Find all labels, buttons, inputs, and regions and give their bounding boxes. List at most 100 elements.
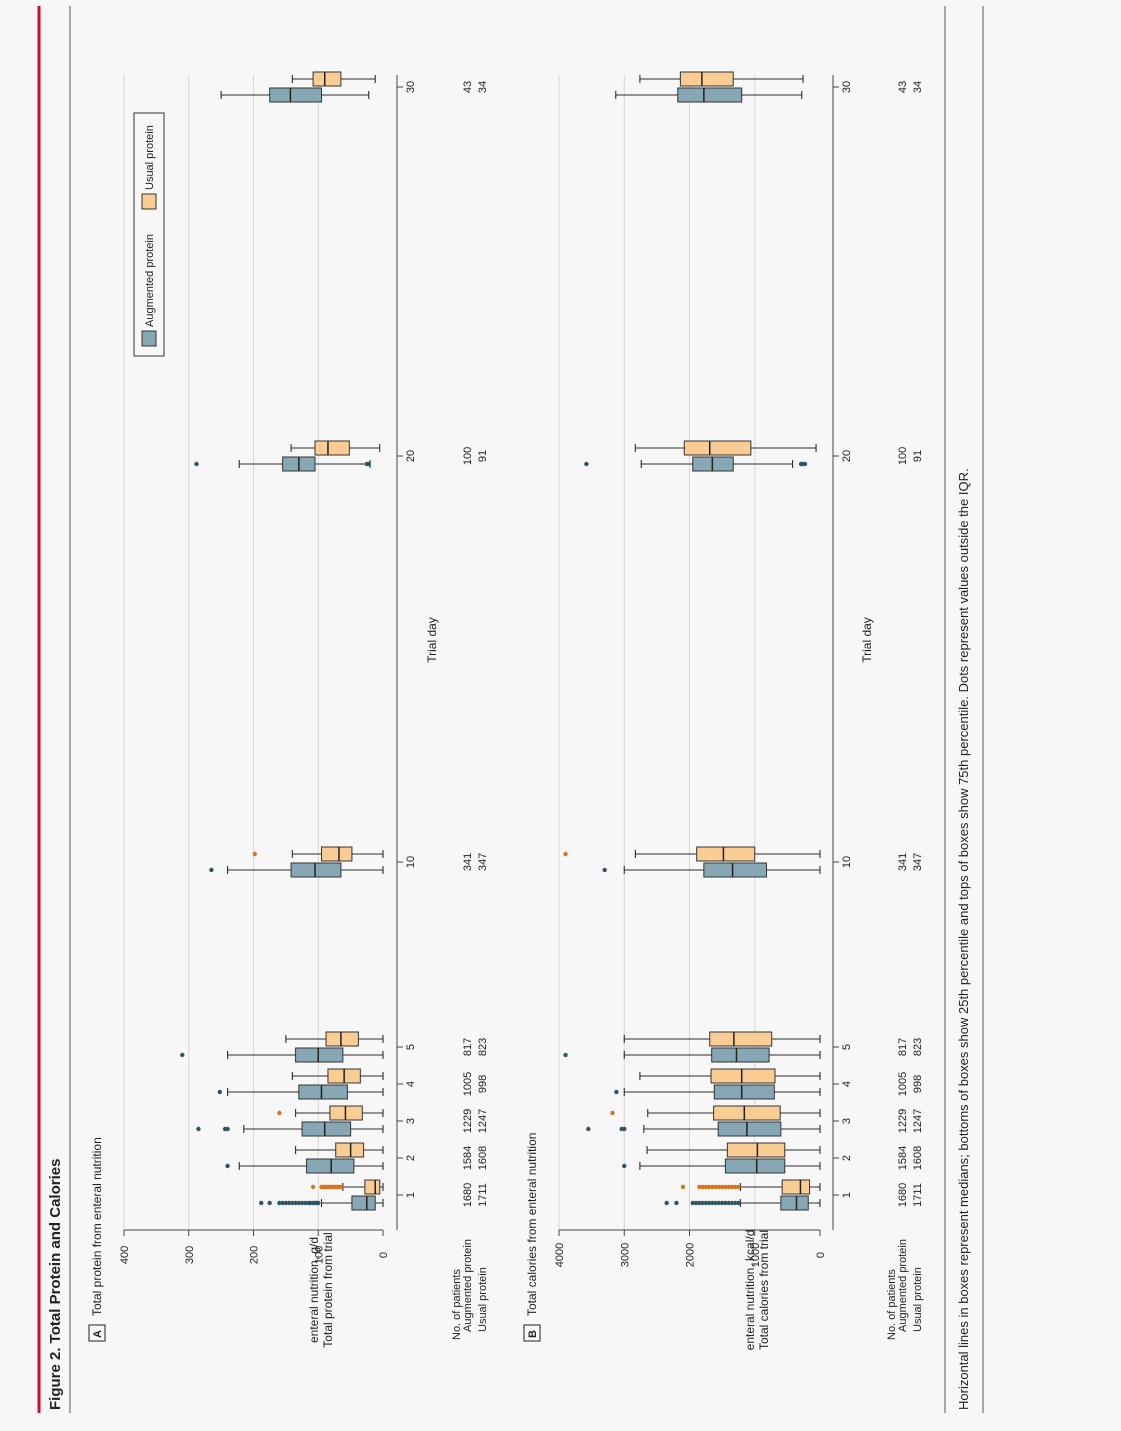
y-tick-label: 0	[815, 1252, 827, 1258]
x-tick-label: 3	[841, 1118, 853, 1124]
y-tick-label: 2000	[685, 1243, 697, 1267]
patients-count: 1247	[912, 1109, 924, 1133]
legend-frame	[133, 112, 165, 357]
box-iqr	[314, 440, 350, 456]
y-axis-label: Total calories from trial	[757, 1230, 771, 1350]
panel-letter-box	[88, 1324, 106, 1342]
y-tick-label: 1000	[750, 1243, 762, 1267]
outlier-point	[586, 1126, 591, 1132]
patients-count: 817	[462, 1038, 474, 1056]
patients-count: 91	[912, 450, 924, 462]
outlier-point	[703, 1184, 709, 1190]
box-iqr	[703, 862, 767, 878]
panel-a: A Total protein from enteral nutrition 0 10…	[88, 71, 489, 1348]
y-axis-label-line2: enteral nutrition, kcal/d	[743, 1230, 757, 1351]
outlier-point	[280, 1200, 285, 1206]
y-tick-label: 3000	[619, 1243, 631, 1267]
outlier-point	[723, 1200, 728, 1206]
patients-count: 1229	[897, 1109, 909, 1133]
outlier-point	[319, 1184, 324, 1190]
panel-title: Total calories from enteral nutrition	[525, 1133, 539, 1316]
patients-heading: No. of patients	[886, 1269, 898, 1340]
x-tick-label: 3	[405, 1118, 417, 1124]
outlier-point	[713, 1184, 718, 1190]
legend-swatch-augmented	[141, 330, 157, 347]
outlier-point	[700, 1200, 705, 1206]
patients-count: 347	[477, 853, 489, 871]
patients-heading: No. of patients	[451, 1269, 463, 1340]
outlier-point	[732, 1200, 738, 1206]
y-axis-label: Total protein from trial	[321, 1232, 335, 1347]
outlier-point	[697, 1184, 702, 1190]
outlier-point	[310, 1184, 316, 1190]
box-iqr	[710, 1068, 776, 1084]
box-iqr	[709, 1031, 773, 1047]
y-tick-label: 100	[313, 1246, 325, 1264]
outlier-point	[710, 1184, 715, 1190]
patients-count: 91	[477, 450, 489, 462]
y-axis-label-line2: enteral nutrition, g/d	[307, 1237, 321, 1343]
patients-count: 1711	[912, 1183, 924, 1207]
outlier-point	[364, 461, 370, 467]
box-iqr	[298, 1084, 348, 1100]
x-tick-label: 20	[405, 450, 417, 462]
outlier-point	[563, 851, 568, 857]
x-tick-label: 5	[405, 1044, 417, 1050]
box-iqr	[290, 862, 342, 878]
box-iqr	[683, 440, 752, 456]
y-tick-label: 0	[378, 1252, 390, 1258]
box-iqr	[713, 1084, 775, 1100]
patients-count: 341	[462, 853, 474, 871]
panel-letter-box	[523, 1324, 541, 1342]
box-iqr	[780, 1195, 809, 1211]
outlier-point	[710, 1200, 715, 1206]
box-iqr	[713, 1105, 781, 1121]
outlier-point	[619, 1126, 624, 1132]
outlier-point	[664, 1200, 669, 1206]
panel-letter: B	[527, 1330, 539, 1338]
outlier-point	[713, 1200, 718, 1206]
patients-count: 1005	[462, 1072, 474, 1096]
outlier-point	[563, 1052, 568, 1058]
outlier-point	[706, 1200, 712, 1206]
x-tick-label: 4	[841, 1081, 853, 1087]
outlier-point	[729, 1200, 735, 1206]
box-iqr	[301, 1121, 352, 1137]
patients-count: 1229	[462, 1109, 474, 1133]
outlier-point	[209, 867, 214, 873]
outlier-point	[706, 1184, 712, 1190]
box-iqr	[351, 1195, 376, 1211]
y-tick-label: 300	[184, 1246, 196, 1264]
x-tick-label: 10	[841, 856, 853, 868]
panel-letter: A	[92, 1330, 104, 1338]
outlier-point	[180, 1052, 185, 1058]
outlier-point	[306, 1200, 311, 1206]
patients-count: 34	[912, 81, 924, 93]
patients-row-label: Usual protein	[912, 1267, 924, 1332]
patients-row-label: Augmented protein	[462, 1239, 474, 1332]
box-iqr	[717, 1121, 782, 1137]
y-tick-label: 200	[249, 1246, 261, 1264]
outlier-point	[693, 1200, 699, 1206]
outlier-point	[736, 1200, 741, 1206]
box-iqr	[320, 846, 353, 862]
x-tick-label: 30	[841, 81, 853, 93]
patients-count: 347	[912, 853, 924, 871]
outlier-point	[697, 1200, 702, 1206]
x-tick-label: 20	[841, 450, 853, 462]
outlier-point	[729, 1184, 735, 1190]
patients-count: 1584	[462, 1146, 474, 1170]
outlier-point	[222, 1126, 228, 1132]
legend: Augmented protein Usual protein	[133, 112, 165, 357]
patients-count: 1608	[912, 1146, 924, 1170]
x-tick-label: 4	[405, 1081, 417, 1087]
outlier-point	[614, 1089, 619, 1095]
x-tick-label: 2	[405, 1155, 417, 1161]
patients-count: 823	[912, 1038, 924, 1056]
outlier-point	[293, 1200, 298, 1206]
box-iqr	[335, 1142, 365, 1158]
outlier-point	[290, 1200, 295, 1206]
legend-label-usual: Usual protein	[144, 125, 156, 190]
patients-count: 100	[897, 447, 909, 465]
